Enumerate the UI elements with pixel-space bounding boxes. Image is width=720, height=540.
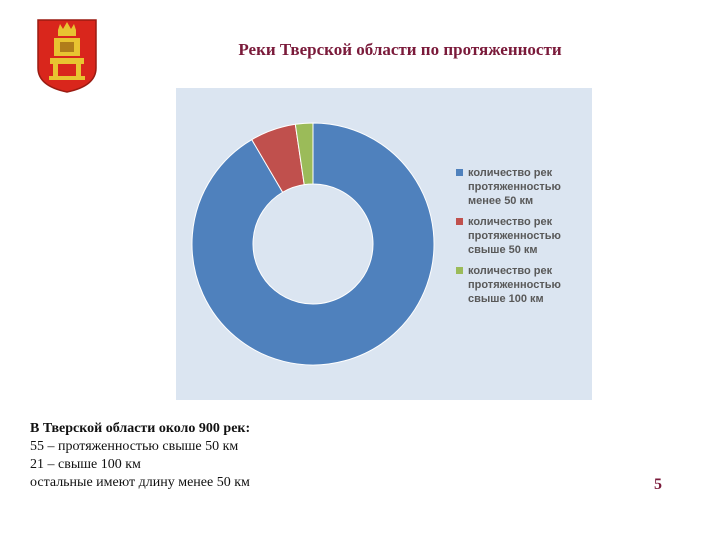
legend-swatch-red <box>456 218 463 225</box>
tver-coat-of-arms <box>36 18 98 94</box>
description-line: 21 – свыше 100 км <box>30 457 141 472</box>
legend-item: количество рек протяженностью свыше 50 к… <box>456 215 586 257</box>
legend-swatch-green <box>456 267 463 274</box>
description-line: 55 – протяженностью свыше 50 км <box>30 439 239 454</box>
doughnut-slice-0 <box>191 122 435 366</box>
legend-item: количество рек протяженностью свыше 100 … <box>456 264 586 306</box>
legend-item: количество рек протяженностью менее 50 к… <box>456 166 586 208</box>
legend-label: количество рек протяженностью свыше 100 … <box>468 265 561 305</box>
doughnut-chart: количество рек протяженностью менее 50 к… <box>176 88 592 400</box>
doughnut-slice-2 <box>294 122 314 186</box>
page-number: 5 <box>654 476 662 493</box>
slide-description: В Тверской области около 900 рек: 55 – п… <box>30 420 430 492</box>
description-line: В Тверской области около 900 рек: <box>30 421 251 436</box>
legend-label: количество рек протяженностью менее 50 к… <box>468 167 561 207</box>
slide-title: Реки Тверской области по протяженности <box>238 40 562 59</box>
legend-label: количество рек протяженностью свыше 50 к… <box>468 216 561 256</box>
chart-legend: количество рек протяженностью менее 50 к… <box>456 166 586 313</box>
legend-swatch-blue <box>456 169 463 176</box>
description-line: остальные имеют длину менее 50 км <box>30 475 250 490</box>
doughnut-chart-canvas <box>191 122 435 366</box>
